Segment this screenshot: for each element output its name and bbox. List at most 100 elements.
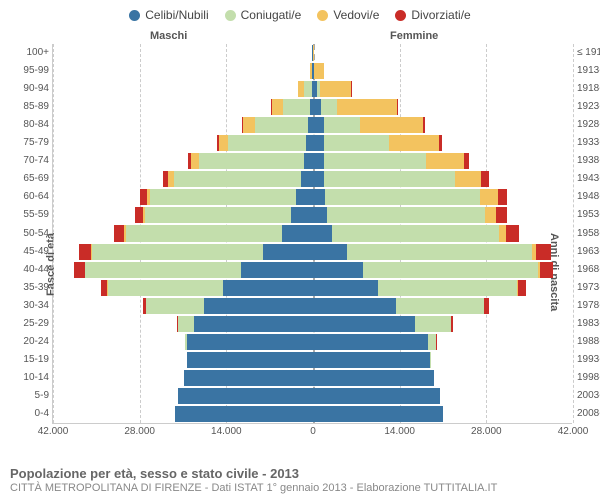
age-row [53, 261, 572, 279]
segment-married [363, 262, 538, 278]
age-label: 100+ [11, 47, 49, 58]
segment-married [126, 225, 282, 241]
age-row [53, 152, 572, 170]
male-bar [178, 388, 313, 404]
male-bar [74, 262, 312, 278]
age-row [53, 297, 572, 315]
segment-divorced [518, 280, 527, 296]
chart-title: Popolazione per età, sesso e stato civil… [10, 466, 497, 481]
age-row [53, 224, 572, 242]
segment-divorced [484, 298, 488, 314]
chart-subtitle: CITTÀ METROPOLITANA DI FIRENZE - Dati IS… [10, 482, 497, 494]
female-bar [313, 262, 554, 278]
segment-widowed [485, 207, 496, 223]
birth-year-label: 2008-2012 [577, 408, 600, 419]
age-label: 5-9 [11, 390, 49, 401]
segment-divorced [506, 225, 519, 241]
age-label: 30-34 [11, 300, 49, 311]
segment-single [204, 298, 312, 314]
segment-divorced [496, 207, 507, 223]
age-label: 95-99 [11, 65, 49, 76]
female-bar [313, 406, 443, 422]
birth-year-label: 1978-1982 [577, 300, 600, 311]
legend-item: Divorziati/e [395, 8, 470, 22]
segment-married [327, 207, 485, 223]
female-bar [313, 189, 507, 205]
male-bar [140, 189, 313, 205]
birth-year-label: 1993-1997 [577, 354, 600, 365]
female-bar [313, 63, 324, 79]
segment-single [178, 388, 313, 404]
female-bar [313, 388, 441, 404]
segment-married [415, 316, 452, 332]
segment-married [85, 262, 241, 278]
legend-item: Celibi/Nubili [129, 8, 208, 22]
segment-single [313, 189, 325, 205]
segment-widowed [480, 189, 498, 205]
birth-year-label: 1988-1992 [577, 336, 600, 347]
legend-label: Vedovi/e [333, 8, 379, 22]
age-label: 10-14 [11, 372, 49, 383]
segment-married [428, 334, 437, 350]
segment-married [347, 244, 533, 260]
female-bar [313, 135, 443, 151]
age-label: 15-19 [11, 354, 49, 365]
segment-widowed [426, 153, 464, 169]
age-row [53, 116, 572, 134]
segment-single [313, 280, 379, 296]
segment-divorced [464, 153, 470, 169]
age-row [53, 134, 572, 152]
female-bar [313, 117, 426, 133]
age-row [53, 206, 572, 224]
segment-single [194, 316, 313, 332]
age-row [53, 80, 572, 98]
male-bar [217, 135, 312, 151]
female-bar [313, 370, 434, 386]
segment-married [321, 99, 336, 115]
birth-year-label: 1958-1962 [577, 228, 600, 239]
female-bar [313, 45, 315, 61]
segment-single [313, 225, 333, 241]
age-row [53, 44, 572, 62]
segment-married [324, 171, 455, 187]
female-bar [313, 316, 453, 332]
legend-swatch-icon [129, 10, 140, 21]
age-label: 20-24 [11, 336, 49, 347]
segment-widowed [314, 63, 324, 79]
segment-single [241, 262, 312, 278]
age-row [53, 243, 572, 261]
segment-widowed [272, 99, 283, 115]
x-tick-label: 28.000 [471, 426, 502, 437]
column-headers: Maschi Femmine [10, 30, 590, 44]
segment-widowed [360, 117, 423, 133]
legend-item: Coniugati/e [225, 8, 302, 22]
birth-year-label: 1913-1917 [577, 65, 600, 76]
male-bar [114, 225, 312, 241]
legend-swatch-icon [225, 10, 236, 21]
age-row [53, 188, 572, 206]
x-tick-label: 0 [310, 426, 316, 437]
segment-divorced [135, 207, 143, 223]
segment-single [313, 135, 324, 151]
birth-year-label: 1983-1987 [577, 318, 600, 329]
segment-single [291, 207, 313, 223]
age-label: 60-64 [11, 191, 49, 202]
birth-year-label: 1933-1937 [577, 137, 600, 148]
segment-divorced [114, 225, 124, 241]
male-bar [163, 171, 312, 187]
age-row [53, 369, 572, 387]
birth-year-label: 1953-1957 [577, 209, 600, 220]
male-bar [143, 298, 312, 314]
segment-single [313, 370, 434, 386]
age-label: 45-49 [11, 246, 49, 257]
segment-single [313, 388, 441, 404]
male-bar [271, 99, 312, 115]
segment-married [150, 189, 295, 205]
legend-label: Divorziati/e [411, 8, 470, 22]
segment-divorced [423, 117, 425, 133]
male-header: Maschi [150, 30, 187, 42]
age-label: 25-29 [11, 318, 49, 329]
segment-married [324, 117, 360, 133]
age-label: 70-74 [11, 155, 49, 166]
female-bar [313, 334, 437, 350]
